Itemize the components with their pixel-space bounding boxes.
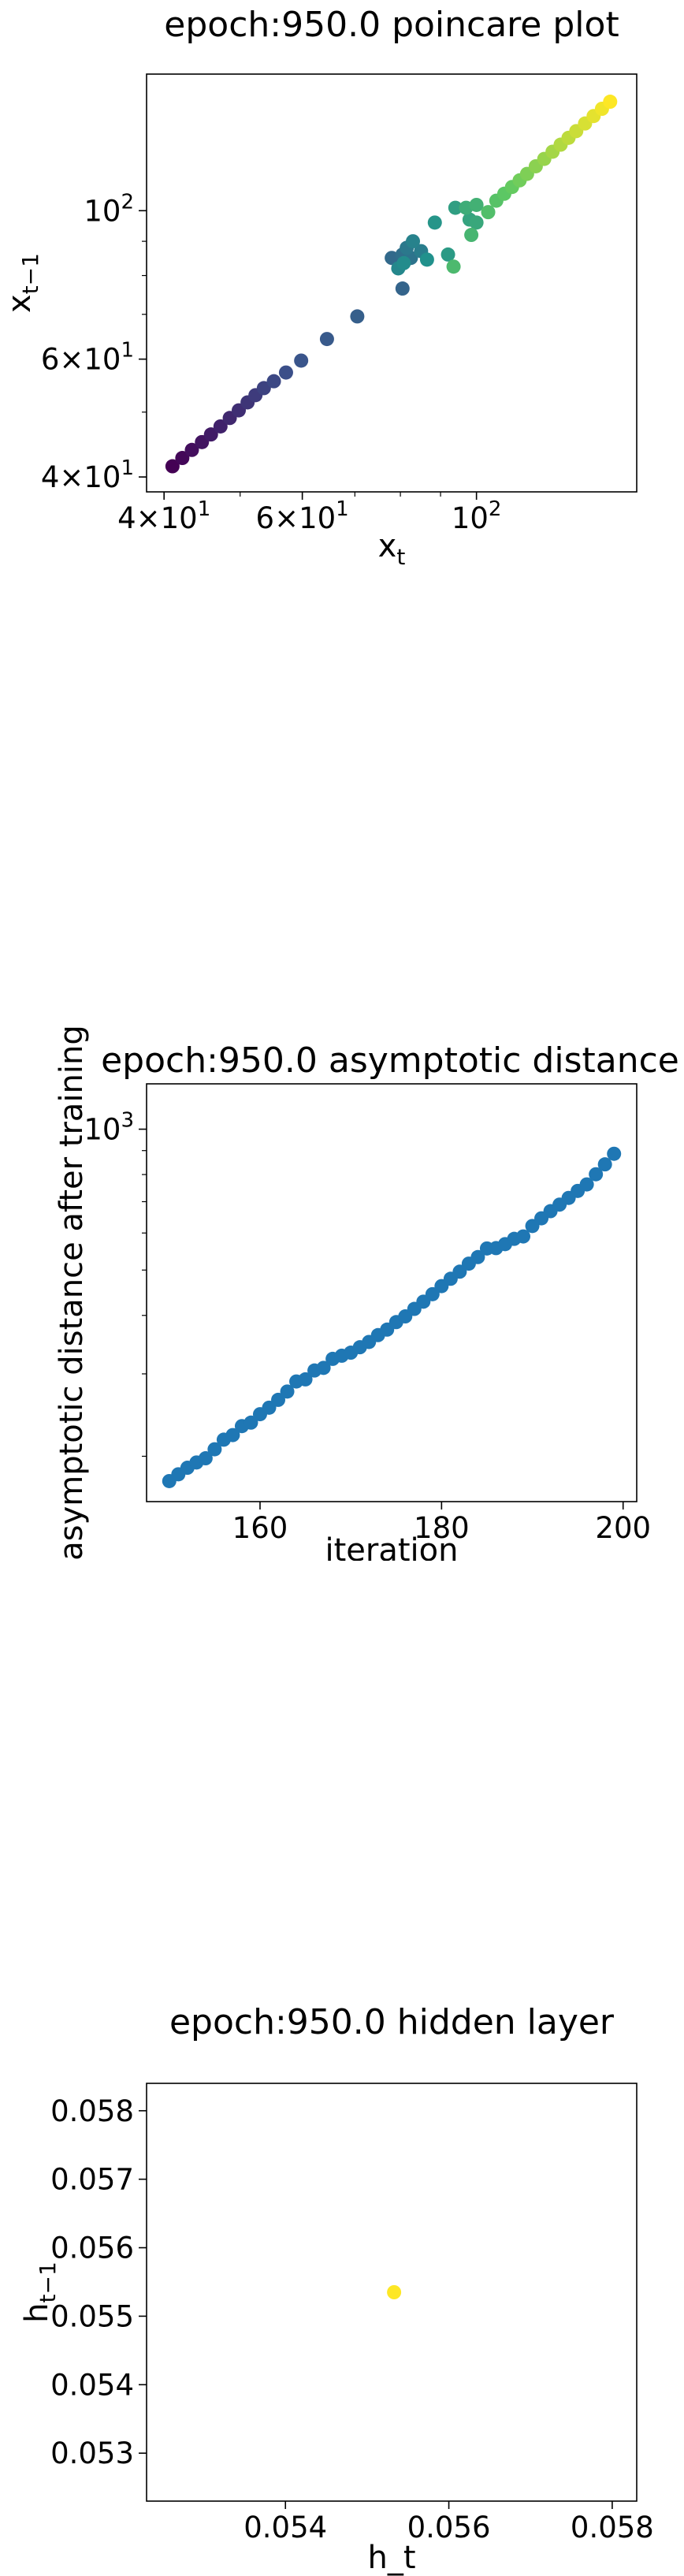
data-point xyxy=(225,1428,240,1442)
x-tick-label: 6×101 xyxy=(256,497,349,535)
data-point xyxy=(266,374,281,389)
data-point xyxy=(298,1372,313,1387)
x-tick-label: 102 xyxy=(452,497,502,535)
data-point xyxy=(165,459,180,474)
x-tick-label: 180 xyxy=(414,1511,470,1545)
data-point xyxy=(175,451,190,466)
data-point xyxy=(350,309,365,324)
data-point xyxy=(419,252,434,267)
data-point xyxy=(441,247,455,262)
data-point xyxy=(446,259,461,274)
data-point xyxy=(243,1415,258,1430)
y-tick-label: 6×101 xyxy=(41,339,134,377)
y-axis-label: ht−1 xyxy=(19,2261,61,2323)
plot-frame xyxy=(146,1083,638,1502)
asymptotic-distance-plot: epoch:950.0 asymptotic distance 160 180 20… xyxy=(54,1025,679,1561)
y-tick-label: 0.057 xyxy=(50,2163,134,2197)
data-point xyxy=(516,1229,531,1244)
data-point xyxy=(448,200,463,215)
poincare-plot-figure: epoch:950.0 poincare plot 4×101 6×101 102 … xyxy=(0,0,684,599)
hidden-layer-figure: epoch:950.0 hidden layer 0.054 0.056 0.058… xyxy=(0,2002,684,2576)
data-point xyxy=(427,215,442,230)
data-point xyxy=(256,381,271,396)
data-point xyxy=(278,365,293,380)
x-tick-label: 4×101 xyxy=(117,497,210,535)
data-point xyxy=(597,1157,612,1172)
data-point xyxy=(395,281,410,296)
data-point xyxy=(607,1146,622,1161)
data-point xyxy=(271,1392,286,1407)
y-tick-label: 0.054 xyxy=(50,2368,134,2402)
x-axis-label: iteration xyxy=(325,1532,459,1561)
y-tick-label: 0.058 xyxy=(50,2094,134,2128)
y-axis-label: asymptotic distance after training xyxy=(54,1025,90,1561)
chart-title: epoch:950.0 hidden layer xyxy=(169,2002,615,2042)
data-point xyxy=(469,197,484,212)
asymptotic-distance-figure: epoch:950.0 asymptotic distance 160 180 20… xyxy=(0,1025,684,1561)
data-point xyxy=(469,215,484,230)
x-axis-label: h_t xyxy=(367,2540,415,2576)
plot-frame xyxy=(146,73,638,493)
data-point xyxy=(184,442,199,457)
chart-title: epoch:950.0 poincare plot xyxy=(164,5,619,45)
data-point xyxy=(198,1451,213,1466)
x-tick-label: 0.058 xyxy=(571,2511,654,2544)
data-point xyxy=(385,251,400,266)
x-axis-label: xt xyxy=(378,528,406,570)
data-point xyxy=(452,1264,467,1279)
data-point xyxy=(603,95,618,110)
data-point xyxy=(470,1249,485,1264)
y-tick-label: 0.055 xyxy=(50,2299,134,2333)
data-point xyxy=(396,255,411,270)
y-tick-label: 0.053 xyxy=(50,2436,134,2470)
x-tick-label: 0.054 xyxy=(243,2511,327,2544)
chart-title: epoch:950.0 asymptotic distance xyxy=(101,1040,679,1081)
y-tick-label: 102 xyxy=(84,190,134,228)
data-point xyxy=(203,427,218,442)
y-tick-label: 103 xyxy=(84,1109,134,1147)
data-point xyxy=(316,1361,331,1375)
data-point xyxy=(207,1442,222,1457)
data-point xyxy=(425,1286,440,1301)
x-tick-label: 0.056 xyxy=(407,2511,491,2544)
plot-frame xyxy=(146,2083,638,2502)
x-tick-label: 160 xyxy=(232,1511,288,1545)
data-point xyxy=(579,1177,594,1192)
data-point xyxy=(481,205,496,220)
data-point xyxy=(589,1167,604,1182)
y-tick-label: 0.056 xyxy=(50,2232,134,2265)
x-tick-label: 200 xyxy=(595,1511,651,1545)
data-point xyxy=(280,1384,295,1399)
hidden-layer-plot: epoch:950.0 hidden layer 0.054 0.056 0.058… xyxy=(19,2002,654,2576)
data-point xyxy=(406,234,421,249)
y-tick-label: 4×101 xyxy=(41,456,134,494)
data-point xyxy=(464,228,479,243)
data-point xyxy=(319,332,334,347)
y-axis-label: xt−1 xyxy=(2,253,43,313)
data-point xyxy=(294,353,309,368)
data-point xyxy=(213,419,228,434)
data-point xyxy=(387,2285,402,2299)
poincare-plot: epoch:950.0 poincare plot 4×101 6×101 102 … xyxy=(2,5,638,570)
